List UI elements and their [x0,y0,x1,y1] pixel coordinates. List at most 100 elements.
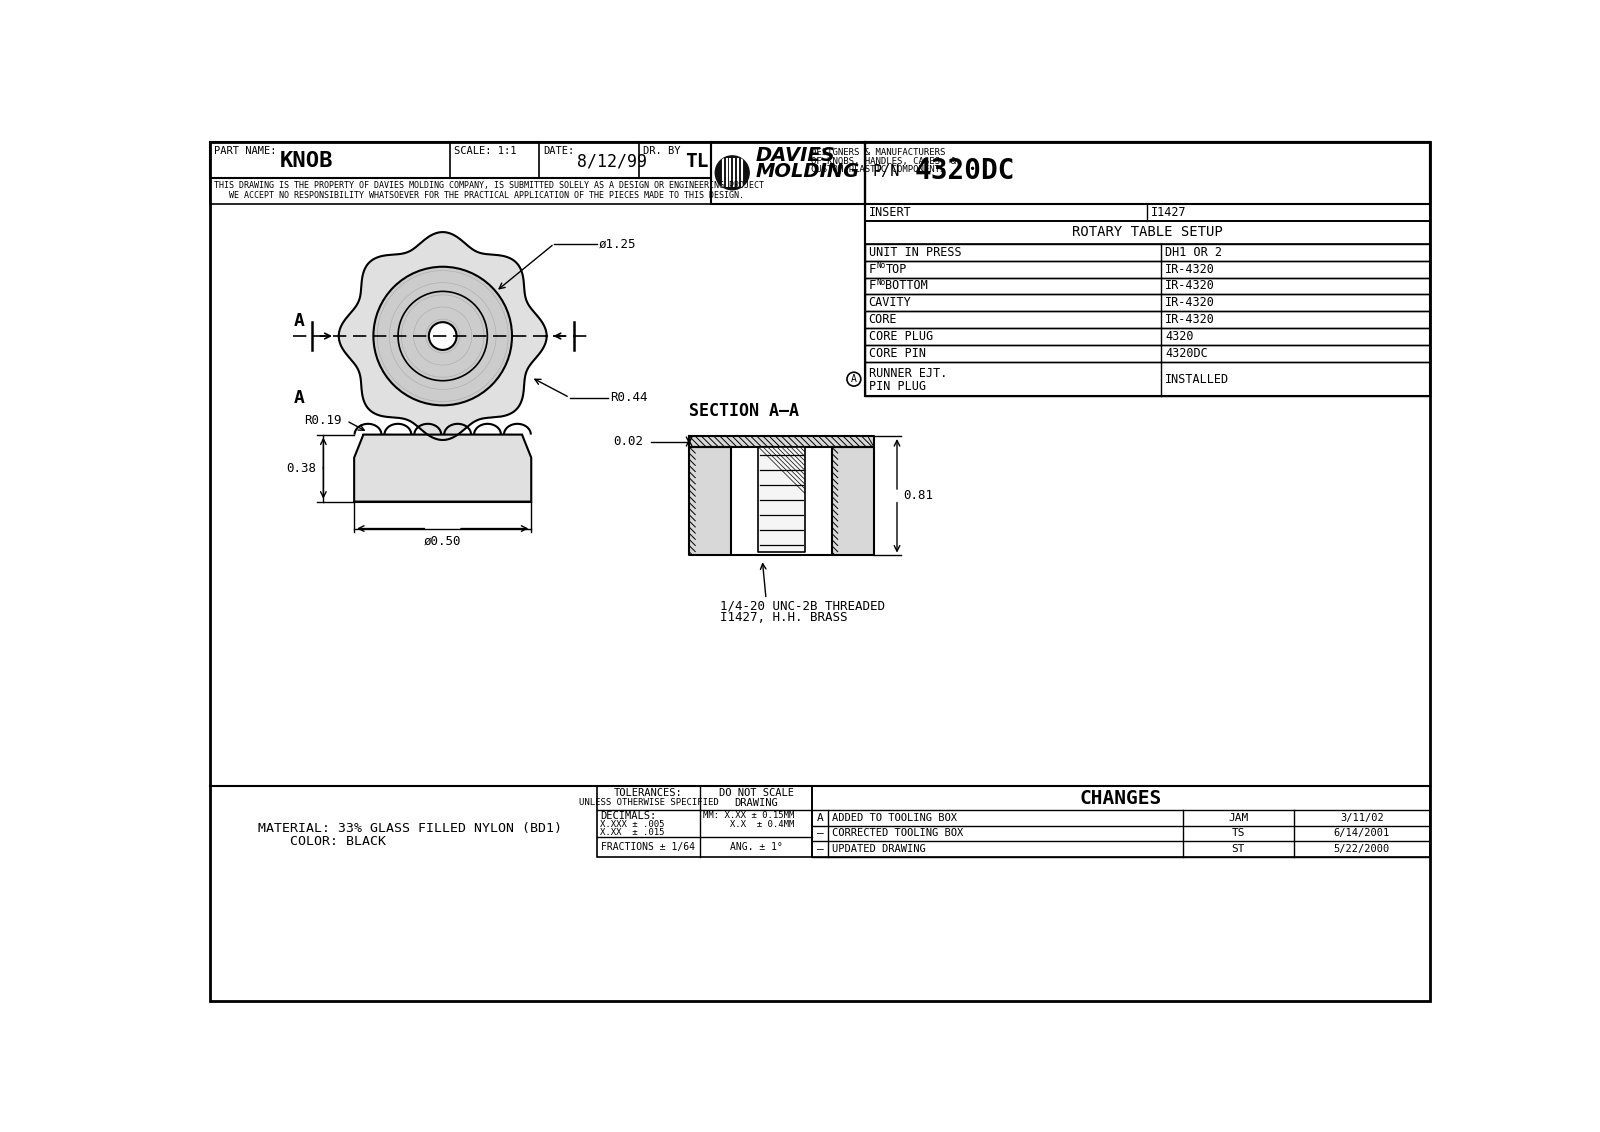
Text: FRACTIONS ± 1/64: FRACTIONS ± 1/64 [602,841,696,851]
Text: X.XX  ± .015: X.XX ± .015 [600,829,664,838]
Text: ST: ST [1232,844,1245,855]
Text: MATERIAL: 33% GLASS FILLED NYLON (BD1): MATERIAL: 33% GLASS FILLED NYLON (BD1) [258,822,562,835]
Text: TS: TS [1232,829,1245,839]
Text: 3/11/02: 3/11/02 [1341,813,1384,823]
Text: THIS DRAWING IS THE PROPERTY OF DAVIES MOLDING COMPANY, IS SUBMITTED SOLELY AS A: THIS DRAWING IS THE PROPERTY OF DAVIES M… [214,181,765,190]
Text: TL: TL [685,152,709,171]
Bar [864,311,1430,328]
Text: OF KNOBS, HANDLES, CASES, &: OF KNOBS, HANDLES, CASES, & [811,156,955,165]
Text: No: No [877,277,886,286]
Text: CORE PIN: CORE PIN [869,348,925,360]
Text: P/N: P/N [872,164,899,179]
Bar [864,142,1430,204]
Bar [864,294,1430,311]
Text: R0.19: R0.19 [304,414,342,427]
Text: ø1.25: ø1.25 [598,237,637,250]
Polygon shape [832,447,874,556]
Circle shape [373,267,512,405]
Text: DRAWING: DRAWING [734,798,778,807]
Polygon shape [690,447,731,556]
Text: DATE:: DATE: [542,146,574,156]
Circle shape [429,323,456,350]
Bar [210,142,710,178]
Text: 0.02: 0.02 [613,435,643,448]
Text: I1427: I1427 [1150,206,1187,218]
Bar [864,142,1430,396]
Text: CORE: CORE [869,314,898,326]
Bar [210,178,710,204]
Text: IR-4320: IR-4320 [1165,280,1214,292]
Text: IR-4320: IR-4320 [1165,314,1214,326]
Text: R0.44: R0.44 [611,392,648,404]
Polygon shape [354,435,531,501]
Text: ROTARY TABLE SETUP: ROTARY TABLE SETUP [1072,225,1222,239]
Text: UPDATED DRAWING: UPDATED DRAWING [832,844,925,855]
Text: A: A [294,388,306,406]
Text: INSERT: INSERT [869,206,912,218]
Text: 0.38: 0.38 [286,462,317,474]
Text: –: – [816,829,824,839]
Text: A: A [294,311,306,329]
Text: JAM: JAM [1229,813,1248,823]
Text: SCALE: 1:1: SCALE: 1:1 [454,146,517,156]
Text: 0.81: 0.81 [902,489,933,503]
Bar [864,345,1430,362]
Text: IR-4320: IR-4320 [1165,263,1214,275]
Text: DO NOT SCALE: DO NOT SCALE [718,788,794,798]
Text: PIN PLUG: PIN PLUG [869,380,925,393]
Text: TOP: TOP [885,263,907,275]
Bar [864,221,1430,243]
Text: SECTION A–A: SECTION A–A [690,403,798,420]
Bar [864,277,1430,294]
Text: COLOR: BLACK: COLOR: BLACK [258,835,386,848]
Text: CORE PLUG: CORE PLUG [869,331,933,343]
Polygon shape [339,232,547,440]
Text: F: F [869,280,877,292]
Text: DH1 OR 2: DH1 OR 2 [1165,246,1222,258]
Text: ø0.50: ø0.50 [424,534,461,548]
Text: 4320DC: 4320DC [1165,348,1208,360]
Text: ADDED TO TOOLING BOX: ADDED TO TOOLING BOX [832,813,957,823]
Bar [864,204,1430,221]
Bar [813,787,1430,857]
Text: DECIMALS:: DECIMALS: [600,811,656,821]
Text: A: A [851,375,858,384]
Text: 5/22/2000: 5/22/2000 [1334,844,1390,855]
Bar [864,328,1430,345]
Text: MOLDING: MOLDING [755,162,859,181]
Text: UNLESS OTHERWISE SPECIFIED: UNLESS OTHERWISE SPECIFIED [579,798,718,807]
Text: CAVITY: CAVITY [869,297,912,309]
Bar [864,362,1430,396]
Text: MM: X.XX ± 0.15MM: MM: X.XX ± 0.15MM [704,812,795,821]
Text: BOTTOM: BOTTOM [885,280,928,292]
Text: 1/4-20 UNC-2B THREADED: 1/4-20 UNC-2B THREADED [720,599,885,612]
Text: X.XXX ± .005: X.XXX ± .005 [600,821,664,830]
Bar [864,243,1430,260]
Text: CUSTOM PLASTIC COMPONENTS: CUSTOM PLASTIC COMPONENTS [811,165,946,174]
Bar [597,787,813,857]
Text: DR. BY: DR. BY [643,146,680,156]
Text: DESIGNERS & MANUFACTURERS: DESIGNERS & MANUFACTURERS [811,148,946,157]
Text: DAVIES: DAVIES [755,146,835,165]
Text: RUNNER EJT.: RUNNER EJT. [869,367,947,379]
Polygon shape [690,436,874,447]
Text: 6/14/2001: 6/14/2001 [1334,829,1390,839]
Polygon shape [758,447,805,551]
Text: X.X  ± 0.4MM: X.X ± 0.4MM [704,821,795,830]
Text: F: F [869,263,877,275]
Text: TOLERANCES:: TOLERANCES: [614,788,683,798]
Text: UNIT IN PRESS: UNIT IN PRESS [869,246,962,258]
Text: I1427, H.H. BRASS: I1427, H.H. BRASS [720,611,848,625]
Text: KNOB: KNOB [280,152,333,171]
Text: PART NAME:: PART NAME: [214,146,277,156]
Text: WE ACCEPT NO RESPONSIBILITY WHATSOEVER FOR THE PRACTICAL APPLICATION OF THE PIEC: WE ACCEPT NO RESPONSIBILITY WHATSOEVER F… [214,190,744,199]
Text: A: A [816,813,824,823]
Text: –: – [816,844,824,855]
Circle shape [715,156,749,190]
Text: 8/12/99: 8/12/99 [578,152,648,170]
Text: No: No [877,260,886,269]
Bar [864,260,1430,277]
Text: CHANGES: CHANGES [1080,789,1162,807]
Text: IR-4320: IR-4320 [1165,297,1214,309]
Text: INSTALLED: INSTALLED [1165,372,1229,386]
